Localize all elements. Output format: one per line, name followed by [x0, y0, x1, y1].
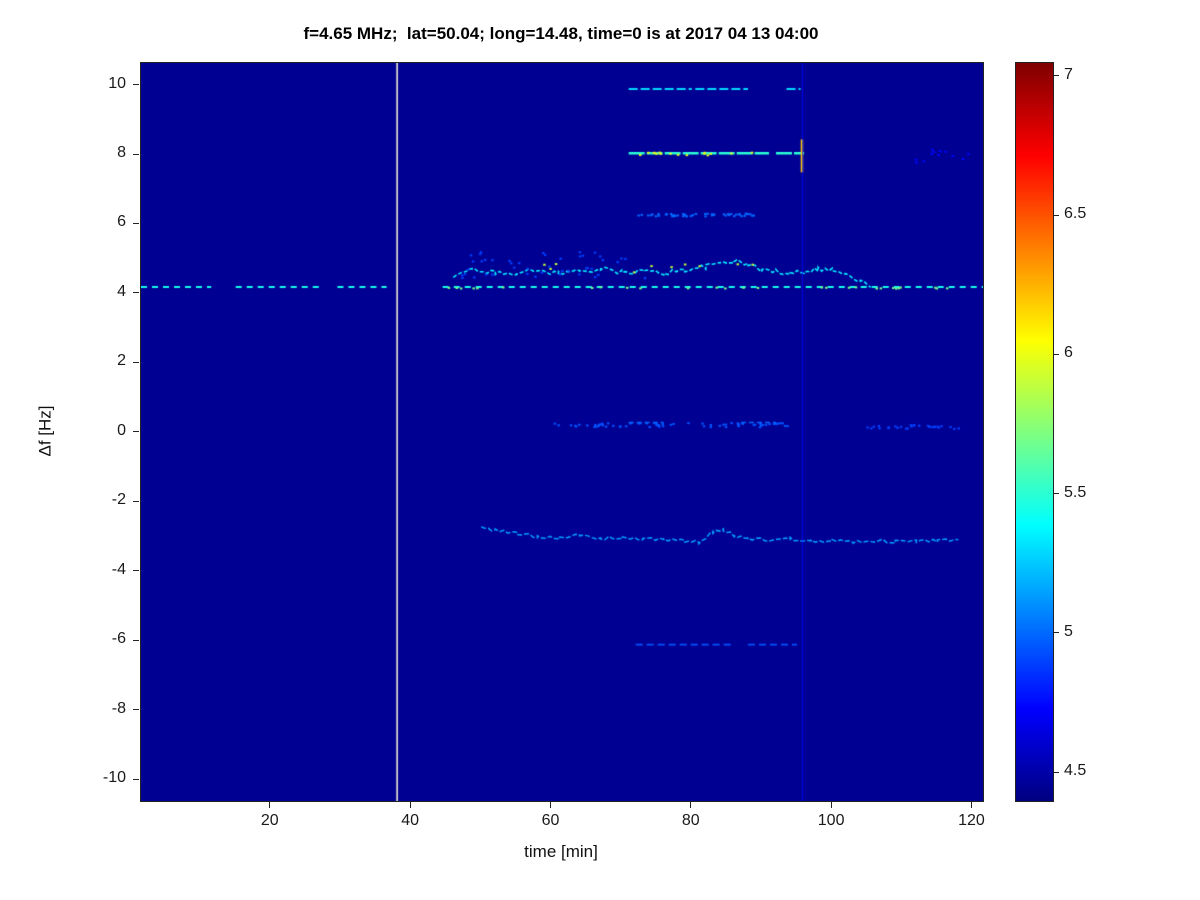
y-tick-label: 0: [117, 421, 126, 439]
y-tick-mark: [133, 84, 139, 86]
y-tick-mark: [133, 500, 139, 502]
colorbar-tick-label: 4.5: [1064, 762, 1087, 780]
chart-title: f=4.65 MHz; lat=50.04; long=14.48, time=…: [303, 24, 819, 43]
y-tick-mark: [133, 153, 139, 155]
y-tick-mark: [133, 361, 139, 363]
x-tick-mark: [269, 802, 271, 808]
x-tick-label: 40: [401, 812, 420, 829]
y-tick-mark: [133, 431, 139, 433]
y-tick-label: 6: [117, 213, 126, 231]
y-tick-label: 4: [117, 282, 126, 300]
y-tick-label: -2: [111, 491, 126, 509]
colorbar-tick-mark: [1054, 493, 1059, 495]
y-tick-mark: [133, 222, 139, 224]
y-axis-label: Δf [Hz]: [36, 405, 55, 457]
x-tick-mark: [690, 802, 692, 808]
colorbar-tick-label: 5: [1064, 622, 1073, 640]
x-tick-label: 20: [260, 812, 279, 829]
colorbar-tick-label: 7: [1064, 65, 1073, 83]
colorbar: [1015, 62, 1054, 802]
x-tick-mark: [830, 802, 832, 808]
colorbar-tick-mark: [1054, 214, 1059, 216]
x-tick-label: 120: [958, 812, 985, 829]
x-tick-mark: [549, 802, 551, 808]
x-tick-label: 80: [681, 812, 700, 829]
y-tick-label: -6: [111, 630, 126, 648]
y-tick-label: -4: [111, 560, 126, 578]
y-tick-label: 2: [117, 352, 126, 370]
x-tick-mark: [409, 802, 411, 808]
colorbar-tick-mark: [1054, 771, 1059, 773]
y-tick-mark: [133, 639, 139, 641]
y-tick-label: 8: [117, 144, 126, 162]
y-tick-mark: [133, 778, 139, 780]
x-tick-label: 60: [541, 812, 560, 829]
y-tick-label: -8: [111, 699, 126, 717]
x-axis-label: time [min]: [524, 842, 598, 861]
y-tick-label: 10: [108, 74, 126, 92]
x-tick-mark: [970, 802, 972, 808]
y-tick-mark: [133, 570, 139, 572]
heatmap-plot-area: [140, 62, 984, 802]
x-tick-label: 100: [817, 812, 845, 829]
y-tick-label: -10: [102, 769, 126, 787]
y-tick-mark: [133, 292, 139, 294]
colorbar-tick-label: 5.5: [1064, 483, 1087, 501]
y-tick-mark: [133, 709, 139, 711]
colorbar-tick-mark: [1054, 632, 1059, 634]
colorbar-tick-mark: [1054, 353, 1059, 355]
colorbar-tick-label: 6: [1064, 344, 1073, 362]
colorbar-tick-label: 6.5: [1064, 205, 1087, 223]
colorbar-tick-mark: [1054, 75, 1059, 77]
